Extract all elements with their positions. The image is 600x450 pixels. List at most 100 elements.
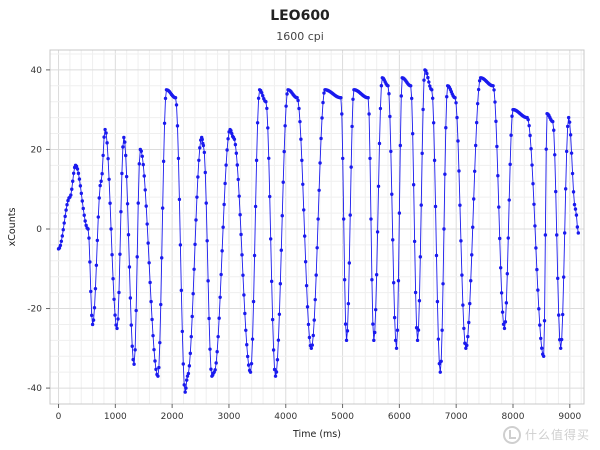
- axis-ticks: 0 1000 2000 3000 4000 5000 6000 7000 8000 9000 -40…: [27, 66, 581, 422]
- data-point: [462, 326, 466, 331]
- data-point: [96, 215, 100, 219]
- data-point: [531, 182, 535, 186]
- y-tick-label: -20: [27, 305, 42, 315]
- data-point: [216, 334, 220, 339]
- data-point: [573, 207, 578, 211]
- data-point: [569, 151, 574, 155]
- data-point: [528, 133, 532, 138]
- data-point: [526, 117, 530, 122]
- data-point: [443, 172, 447, 176]
- data-point: [492, 88, 496, 92]
- data-point: [302, 234, 307, 238]
- data-point: [196, 175, 200, 179]
- data-point: [507, 198, 511, 202]
- data-point: [311, 333, 315, 338]
- data-point: [205, 239, 209, 243]
- data-point: [527, 123, 531, 128]
- data-point: [139, 149, 143, 153]
- data-point: [497, 205, 501, 209]
- data-point: [181, 362, 185, 366]
- data-point: [350, 124, 354, 129]
- data-point: [342, 217, 346, 221]
- data-point: [319, 136, 323, 141]
- data-point: [99, 179, 103, 183]
- data-point: [465, 343, 469, 348]
- data-point: [395, 328, 400, 332]
- data-point: [426, 75, 430, 80]
- data-point: [303, 260, 308, 264]
- data-point: [397, 211, 402, 215]
- data-point: [302, 208, 306, 212]
- data-point: [275, 358, 280, 362]
- data-point: [188, 351, 193, 356]
- data-point: [202, 150, 207, 155]
- data-point: [194, 218, 198, 222]
- data-point: [344, 338, 349, 343]
- data-point: [562, 231, 567, 235]
- data-point: [472, 197, 476, 201]
- data-point: [435, 299, 440, 304]
- data-point: [299, 137, 303, 141]
- data-point: [377, 141, 382, 146]
- data-point: [261, 94, 265, 98]
- data-point: [529, 147, 533, 151]
- data-point: [466, 334, 470, 339]
- data-point: [63, 214, 67, 219]
- data-point: [104, 131, 108, 135]
- data-point: [111, 277, 115, 281]
- data-point: [268, 194, 272, 199]
- x-axis-label: Time (ms): [292, 429, 341, 440]
- data-point: [91, 318, 96, 322]
- data-point: [76, 171, 81, 176]
- data-point: [495, 144, 499, 149]
- data-point: [156, 374, 160, 378]
- data-point: [71, 179, 75, 183]
- data-point: [215, 350, 219, 354]
- x-tick-label: 7000: [445, 412, 468, 422]
- data-point: [321, 100, 325, 105]
- data-point: [552, 128, 556, 132]
- data-point: [536, 288, 540, 292]
- data-point: [565, 124, 570, 129]
- data-point: [413, 290, 418, 295]
- data-point: [566, 115, 571, 120]
- data-point: [568, 133, 573, 137]
- data-point: [191, 292, 195, 296]
- data-point: [255, 121, 260, 125]
- data-point: [390, 192, 394, 196]
- data-point: [90, 322, 95, 327]
- data-point: [438, 370, 442, 374]
- data-point: [564, 149, 569, 154]
- data-point: [445, 95, 449, 99]
- data-point: [130, 344, 134, 348]
- data-point: [244, 328, 248, 332]
- data-point: [389, 149, 393, 154]
- data-point: [124, 153, 128, 158]
- data-point: [184, 386, 188, 390]
- data-point: [150, 317, 154, 322]
- data-point: [250, 337, 255, 341]
- data-point: [128, 296, 133, 300]
- data-point: [317, 188, 321, 192]
- data-point: [151, 333, 155, 338]
- data-point: [154, 367, 158, 372]
- data-point: [254, 158, 259, 163]
- data-point: [419, 203, 423, 207]
- data-point: [180, 329, 185, 334]
- data-point: [341, 156, 345, 161]
- data-point: [214, 361, 218, 365]
- data-point: [232, 137, 237, 141]
- data-point: [86, 227, 90, 231]
- data-point: [124, 174, 129, 179]
- data-point: [77, 177, 82, 181]
- data-point: [66, 198, 70, 203]
- x-tick-label: 1000: [104, 412, 127, 422]
- data-point: [351, 97, 355, 102]
- data-point: [119, 210, 123, 214]
- data-point: [301, 182, 305, 187]
- data-point: [506, 236, 510, 240]
- data-point: [387, 92, 391, 96]
- data-point: [218, 295, 222, 299]
- data-point: [539, 336, 543, 341]
- data-point: [505, 272, 510, 276]
